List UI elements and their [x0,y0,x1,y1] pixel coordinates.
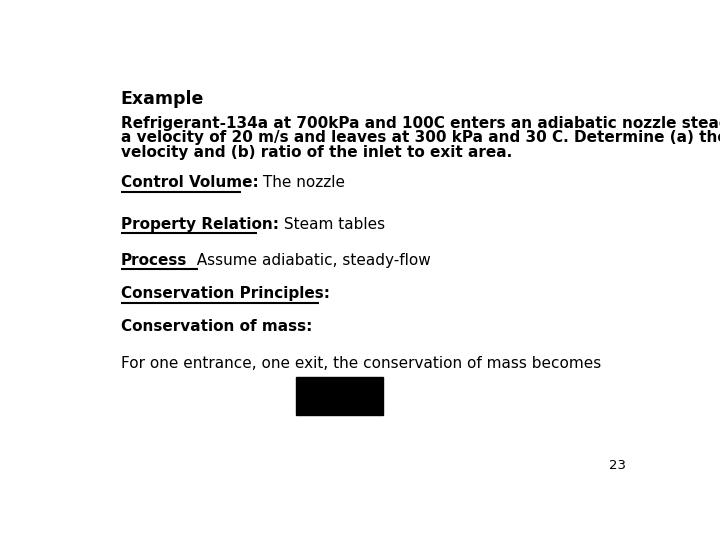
Text: 23: 23 [608,460,626,472]
Text: Example: Example [121,90,204,108]
Text: Property Relation:: Property Relation: [121,217,279,232]
Text: Conservation of mass:: Conservation of mass: [121,319,312,334]
Text: Assume adiabatic, steady-flow: Assume adiabatic, steady-flow [187,253,431,268]
Text: velocity and (b) ratio of the inlet to exit area.: velocity and (b) ratio of the inlet to e… [121,145,512,160]
Text: Conservation Principles:: Conservation Principles: [121,286,330,301]
Text: Steam tables: Steam tables [279,217,384,232]
Bar [297,377,383,415]
Text: The nozzle: The nozzle [258,175,346,190]
Text: Control Volume:: Control Volume: [121,175,258,190]
Text: For one entrance, one exit, the conservation of mass becomes: For one entrance, one exit, the conserva… [121,356,601,371]
Text: Refrigerant-134a at 700kPa and 100C enters an adiabatic nozzle steadily with: Refrigerant-134a at 700kPa and 100C ente… [121,116,720,131]
Text: a velocity of 20 m/s and leaves at 300 kPa and 30 C. Determine (a) the exit: a velocity of 20 m/s and leaves at 300 k… [121,130,720,145]
Text: Process: Process [121,253,187,268]
